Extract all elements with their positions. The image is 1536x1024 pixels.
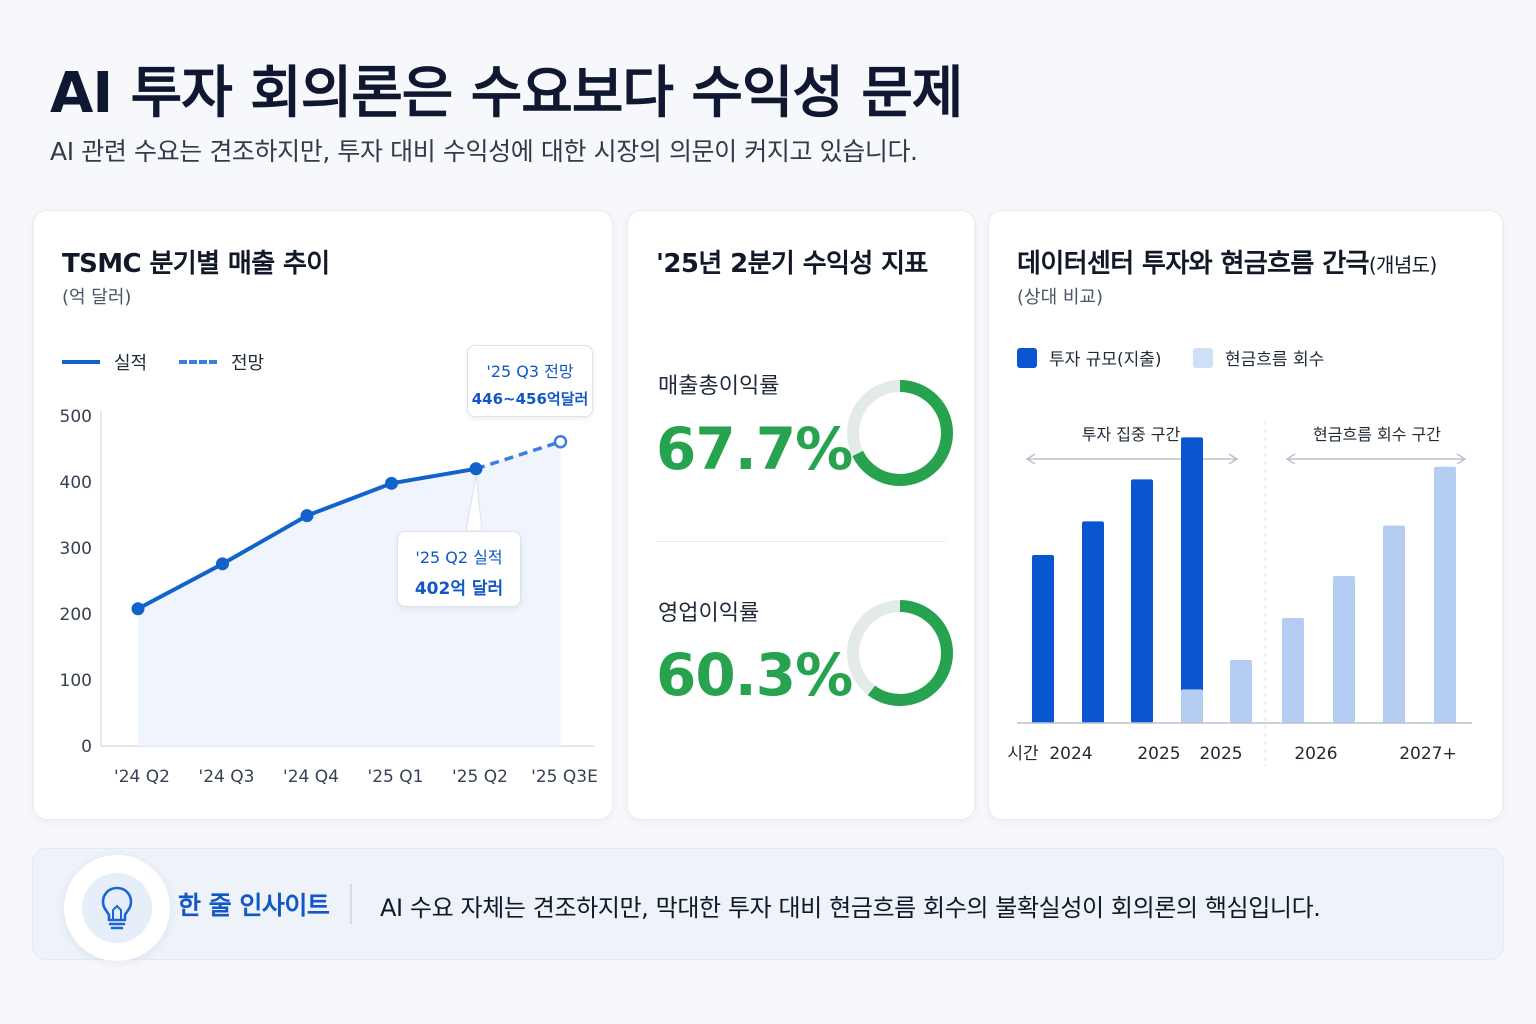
bar-cashflow — [1333, 576, 1355, 723]
y-tick-label: 300 — [60, 539, 92, 559]
callout-q2-actual: '25 Q2 실적 402억 달러 — [397, 531, 521, 607]
x-tick-label: 2027+ — [1399, 744, 1457, 764]
bar-investment — [1131, 479, 1153, 723]
y-tick-label: 100 — [60, 671, 92, 691]
revenue-line-chart: 500 400 300 200 100 0 '24 Q2 '24 Q3 '24 Q4 '25 Q1… — [60, 407, 598, 787]
insight-icon-bg — [82, 873, 152, 943]
y-tick-label: 500 — [60, 407, 92, 427]
insight-text: AI 수요 자체는 견조하지만, 막대한 투자 대비 현금흐름 회수의 불확실성… — [380, 894, 1321, 922]
zone-label-investment: 투자 집중 구간 — [1082, 425, 1181, 444]
x-tick-label: 2024 — [1049, 744, 1092, 764]
operating-margin-value: 60.3% — [656, 641, 853, 709]
x-tick-label: '25 Q3E — [531, 767, 598, 787]
legend-actual-swatch — [62, 360, 100, 364]
gross-margin-value: 67.7% — [656, 415, 853, 483]
forecast-point — [553, 434, 568, 449]
actual-point — [300, 509, 314, 523]
bar-cashflow — [1230, 660, 1252, 723]
legend-forecast: 전망 — [179, 349, 264, 375]
insight-separator — [350, 884, 352, 924]
revenue-card: TSMC 분기별 매출 추이 (억 달러) 실적 전망 500 400 300 200… — [33, 210, 613, 820]
x-tick-label: '25 Q2 — [452, 767, 508, 787]
legend-actual-label: 실적 — [114, 353, 148, 374]
datacenter-title-main: 데이터센터 투자와 현금흐름 간극 — [1017, 249, 1369, 279]
legend-cashflow: 현금흐름 회수 — [1193, 345, 1324, 370]
legend-forecast-swatch — [179, 360, 217, 364]
margin-card-title: '25년 2분기 수익성 지표 — [656, 249, 928, 279]
page-title: AI 투자 회의론은 수요보다 수익성 문제 — [50, 61, 963, 126]
bar-cashflow — [1181, 689, 1203, 723]
gross-margin-donut — [847, 380, 953, 486]
bar-cashflow — [1383, 525, 1405, 723]
legend-cashflow-label: 현금흐름 회수 — [1225, 350, 1325, 370]
datacenter-card: 데이터센터 투자와 현금흐름 간극(개념도) (상대 비교) 투자 규모(지출)… — [988, 210, 1503, 820]
callout-q2-line1: '25 Q2 실적 — [415, 548, 503, 567]
donut-arc — [847, 600, 953, 706]
insight-bar — [32, 848, 1504, 960]
legend-cashflow-swatch — [1193, 347, 1213, 368]
operating-margin-label: 영업이익률 — [658, 601, 760, 626]
zone-arrow-investment-head-right — [1228, 453, 1239, 465]
zone-arrow-investment-head-left — [1025, 453, 1036, 465]
callout-q3-forecast: '25 Q3 전망 446~456억달러 — [467, 345, 593, 417]
x-tick-label: '24 Q2 — [114, 767, 170, 787]
insight-icon-badge — [64, 855, 170, 961]
revenue-chart-title: TSMC 분기별 매출 추이 — [62, 249, 330, 279]
gross-margin-label: 매출총이익률 — [658, 374, 780, 399]
page-subtitle: AI 관련 수요는 견조하지만, 투자 대비 수익성에 대한 시장의 의문이 커… — [50, 137, 918, 166]
callout-q3-line1: '25 Q3 전망 — [486, 362, 574, 381]
zone-arrow-cashflow-head-left — [1285, 453, 1296, 465]
metric-divider — [656, 541, 946, 542]
bar-cashflow — [1282, 618, 1304, 723]
legend-forecast-label: 전망 — [231, 353, 265, 374]
x-tick-label: '25 Q1 — [368, 767, 424, 787]
x-axis-label: 시간 — [1007, 744, 1039, 764]
actual-point — [216, 557, 229, 571]
actual-point — [469, 462, 483, 476]
legend-actual: 실적 — [62, 349, 147, 375]
datacenter-chart-title: 데이터센터 투자와 현금흐름 간극(개념도) — [1017, 243, 1437, 280]
zone-label-cashflow: 현금흐름 회수 구간 — [1313, 425, 1441, 444]
bar-investment — [1181, 437, 1203, 723]
insight-label: 한 줄 인사이트 — [178, 891, 330, 920]
y-tick-label: 200 — [60, 605, 92, 625]
margin-card: '25년 2분기 수익성 지표 매출총이익률 67.7% 영업이익률 60.3% — [627, 210, 975, 820]
legend-investment-label: 투자 규모(지출) — [1049, 350, 1162, 370]
lightbulb-icon — [101, 886, 133, 930]
actual-point — [385, 476, 398, 490]
x-tick-label: 2025 — [1137, 744, 1180, 764]
x-tick-label: 2026 — [1294, 744, 1337, 764]
callout-q3-line2: 446~456억달러 — [471, 390, 589, 408]
x-tick-label: '24 Q4 — [283, 767, 339, 787]
revenue-chart-subtitle: (억 달러) — [62, 287, 132, 308]
bar-investment — [1082, 521, 1104, 723]
legend-investment: 투자 규모(지출) — [1017, 345, 1162, 370]
y-tick-label: 400 — [60, 473, 92, 493]
callout-q2-line2: 402억 달러 — [414, 579, 504, 599]
x-tick-label: 2025 — [1199, 744, 1242, 764]
datacenter-title-suffix: (개념도) — [1368, 253, 1437, 277]
zone-arrow-cashflow-head-right — [1456, 453, 1467, 465]
x-tick-label: '24 Q3 — [199, 767, 255, 787]
bar-cashflow — [1434, 466, 1456, 723]
bar-investment — [1032, 555, 1054, 723]
area-fill — [138, 441, 561, 746]
y-tick-label: 0 — [81, 737, 92, 757]
actual-point — [131, 602, 145, 616]
datacenter-chart-subtitle: (상대 비교) — [1017, 287, 1104, 308]
legend-investment-swatch — [1017, 347, 1037, 368]
operating-margin-donut — [847, 600, 953, 706]
donut-arc — [847, 380, 953, 486]
